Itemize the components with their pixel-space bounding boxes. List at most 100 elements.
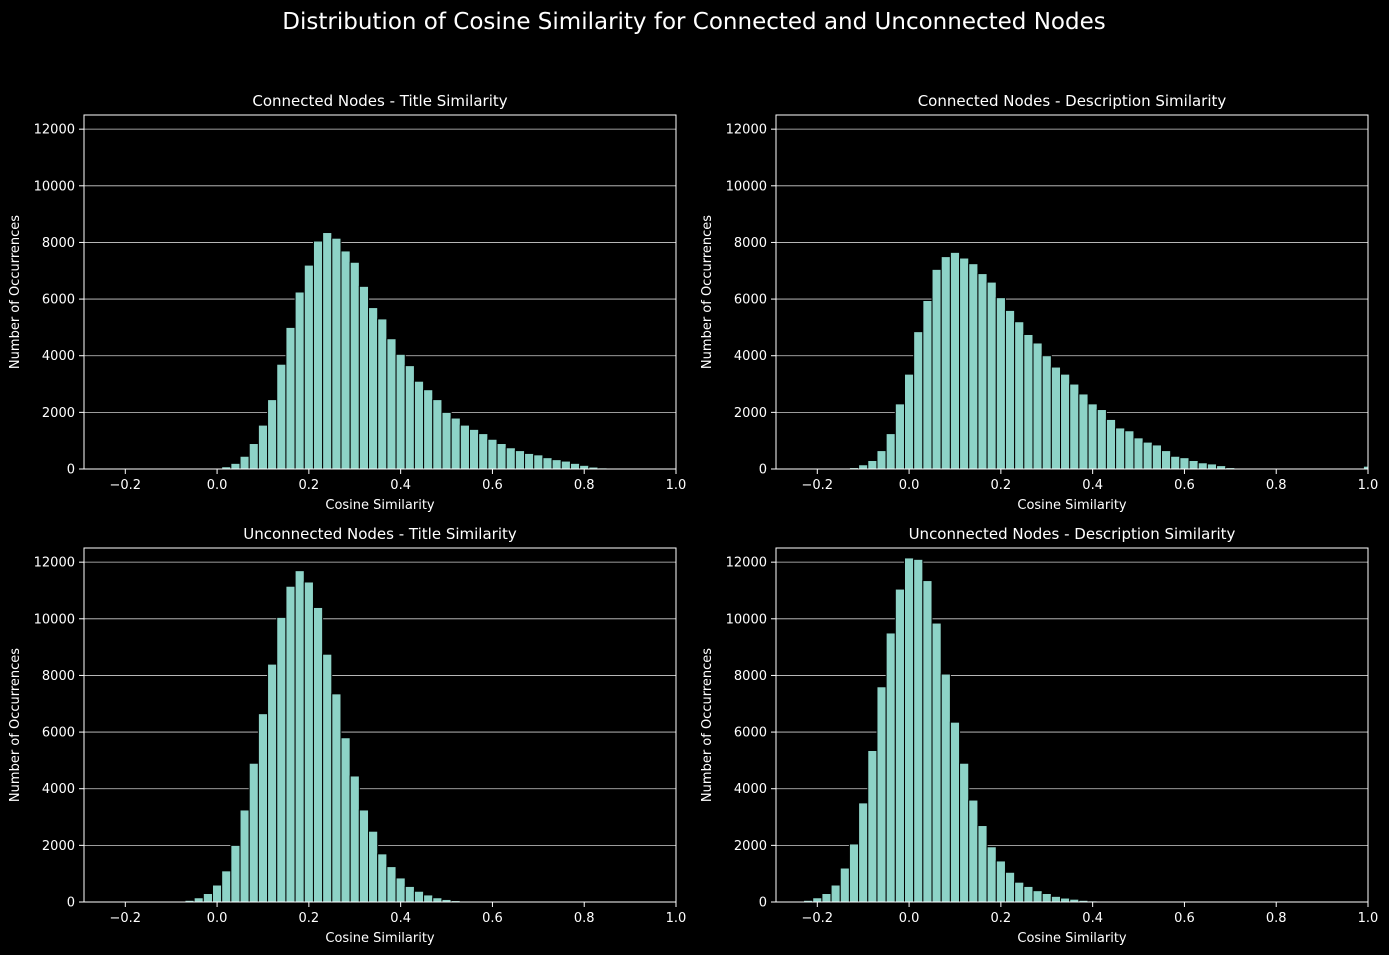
histogram-bar bbox=[1133, 437, 1144, 470]
x-tick-label: −0.2 bbox=[802, 478, 834, 493]
histogram-bar bbox=[830, 884, 841, 903]
x-tick-label: 0.8 bbox=[1266, 911, 1287, 926]
x-axis-label: Cosine Similarity bbox=[1017, 498, 1127, 513]
histogram-bar bbox=[496, 443, 507, 470]
x-tick-label: −0.2 bbox=[802, 911, 834, 926]
y-tick-label: 0 bbox=[67, 896, 75, 911]
histogram-bar bbox=[812, 897, 823, 903]
x-tick-label: 0.0 bbox=[899, 478, 920, 493]
bars bbox=[175, 570, 498, 903]
histogram-bar bbox=[922, 580, 933, 903]
y-tick-label: 10000 bbox=[34, 612, 75, 627]
histogram-bar bbox=[1160, 450, 1172, 470]
histogram-bar bbox=[1188, 460, 1199, 470]
x-axis-label: Cosine Similarity bbox=[325, 498, 435, 513]
histogram-bar bbox=[432, 399, 443, 470]
histogram-bar bbox=[1096, 409, 1107, 470]
histogram-bar bbox=[876, 450, 887, 470]
histogram-bar bbox=[524, 452, 535, 470]
histogram-bar bbox=[949, 721, 961, 903]
panel-title: Unconnected Nodes - Title Similarity bbox=[243, 525, 517, 543]
x-tick-label: 1.0 bbox=[666, 911, 687, 926]
histogram-bar bbox=[459, 424, 470, 470]
bars bbox=[211, 232, 663, 470]
x-tick-label: 0.0 bbox=[207, 478, 228, 493]
histogram-bar bbox=[885, 632, 896, 903]
histogram-bar bbox=[1170, 455, 1181, 470]
histogram-bar bbox=[505, 447, 516, 470]
x-tick-label: −0.2 bbox=[110, 911, 142, 926]
x-axis-label: Cosine Similarity bbox=[1017, 931, 1127, 946]
histogram-bar bbox=[331, 237, 342, 470]
histogram-bar bbox=[569, 462, 581, 470]
axes-frame bbox=[775, 547, 1369, 903]
histogram-bar bbox=[276, 616, 287, 903]
y-tick-label: 8000 bbox=[734, 236, 767, 251]
x-tick-label: 0.8 bbox=[1266, 478, 1287, 493]
histogram-bar bbox=[404, 365, 415, 470]
histogram-bar bbox=[1115, 427, 1126, 470]
histogram-bar bbox=[922, 299, 933, 470]
histogram-bar bbox=[959, 762, 970, 903]
y-tick-label: 6000 bbox=[734, 293, 767, 308]
histogram-bar bbox=[358, 809, 370, 903]
figure-title: Distribution of Cosine Similarity for Co… bbox=[282, 9, 1105, 35]
histogram-bar bbox=[340, 737, 351, 903]
axes-frame bbox=[775, 114, 1369, 470]
x-tick-label: 0.2 bbox=[299, 478, 320, 493]
histogram-bar bbox=[1023, 333, 1034, 470]
histogram-bar bbox=[913, 558, 924, 903]
histogram-bar bbox=[1060, 897, 1071, 903]
histogram-bar bbox=[413, 380, 425, 470]
histogram-bar bbox=[487, 438, 498, 470]
x-tick-label: 0.2 bbox=[299, 911, 320, 926]
x-tick-label: 0.4 bbox=[1082, 478, 1103, 493]
y-axis-label: Number of Occurrences bbox=[8, 215, 23, 369]
histogram-bar bbox=[876, 686, 887, 903]
y-tick-label: 10000 bbox=[726, 612, 767, 627]
histogram-bar bbox=[995, 860, 1006, 903]
histogram-bar bbox=[377, 853, 388, 903]
x-tick-label: 0.2 bbox=[991, 911, 1012, 926]
histogram-bar bbox=[1032, 890, 1043, 903]
y-tick-label: 8000 bbox=[734, 669, 767, 684]
histogram-bar bbox=[285, 585, 296, 903]
histogram-bar bbox=[940, 256, 951, 470]
y-tick-label: 12000 bbox=[726, 123, 767, 138]
y-tick-label: 6000 bbox=[42, 293, 75, 308]
histogram-bar bbox=[1004, 871, 1016, 903]
histogram-bar bbox=[1023, 885, 1034, 903]
histogram-bar bbox=[867, 460, 878, 470]
x-tick-label: 1.0 bbox=[1358, 911, 1379, 926]
y-tick-label: 6000 bbox=[734, 726, 767, 741]
bars bbox=[793, 557, 1126, 903]
histogram-bar bbox=[450, 417, 461, 470]
histogram-bar bbox=[248, 443, 259, 470]
x-tick-label: 0.4 bbox=[390, 911, 411, 926]
histogram-bar bbox=[267, 663, 278, 903]
histogram-bar bbox=[423, 389, 434, 470]
histogram-bar bbox=[349, 775, 360, 903]
histogram-bar bbox=[986, 846, 997, 903]
x-tick-label: 0.4 bbox=[1082, 911, 1103, 926]
histogram-bar bbox=[395, 353, 406, 470]
panel-title: Connected Nodes - Description Similarity bbox=[918, 92, 1227, 110]
histogram-bar bbox=[1142, 441, 1153, 470]
x-tick-label: 0.6 bbox=[482, 911, 503, 926]
histogram-bar bbox=[885, 433, 896, 470]
histogram-bar bbox=[1179, 457, 1190, 470]
histogram-bar bbox=[349, 261, 360, 470]
y-tick-label: 4000 bbox=[42, 349, 75, 364]
axes-frame bbox=[83, 114, 677, 470]
y-tick-label: 8000 bbox=[42, 236, 75, 251]
histogram-bar bbox=[986, 281, 997, 470]
histogram-bar bbox=[1124, 430, 1135, 470]
histogram-bar bbox=[432, 897, 443, 903]
histogram-bar bbox=[294, 291, 305, 470]
x-tick-label: 1.0 bbox=[1358, 478, 1379, 493]
bars bbox=[830, 251, 1369, 470]
histogram-bar bbox=[1078, 393, 1089, 470]
histogram-bar bbox=[478, 433, 489, 470]
axes-frame bbox=[83, 547, 677, 903]
